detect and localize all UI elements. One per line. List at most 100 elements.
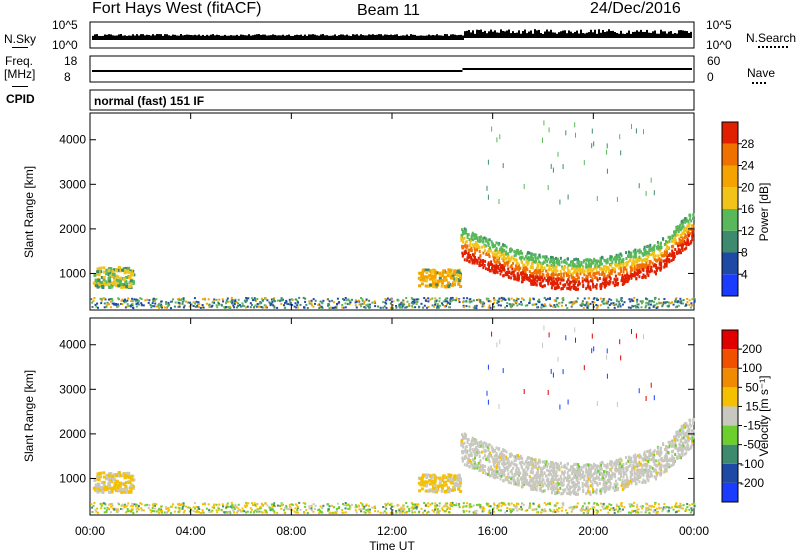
heatmap-cell [679, 301, 682, 304]
nsky-mark [420, 35, 422, 40]
heatmap-cell [610, 258, 613, 262]
heatmap-cell [480, 507, 483, 510]
heatmap-cell [112, 477, 115, 481]
heatmap-cell [437, 511, 440, 514]
heatmap-cell [620, 459, 623, 463]
heatmap-cell [95, 489, 98, 493]
heatmap-cell [428, 274, 432, 277]
heatmap-cell [632, 258, 635, 262]
heatmap-cell [603, 258, 606, 262]
heatmap-cell [514, 505, 517, 508]
heatmap-cell [636, 508, 639, 511]
heatmap-cell [212, 299, 215, 302]
heatmap-cell [176, 298, 179, 301]
heatmap-cell [561, 287, 564, 290]
heatmap-cell [633, 270, 636, 274]
heatmap-cell [399, 306, 401, 309]
heatmap-cell [420, 480, 424, 484]
heatmap-cell [585, 276, 588, 280]
heatmap-cell [682, 243, 685, 247]
heatmap-cell [595, 259, 598, 263]
heatmap-cell [596, 278, 599, 282]
nsky-mark [422, 35, 424, 40]
nsky-mark [382, 35, 384, 40]
heatmap-cell [678, 250, 681, 254]
heatmap-cell [266, 504, 269, 507]
heatmap-cell [115, 474, 118, 478]
nsky-mark [222, 35, 224, 40]
heatmap-cell [612, 303, 615, 306]
heatmap-cell [509, 258, 512, 262]
heatmap-cell [633, 274, 636, 278]
heatmap-cell [680, 251, 682, 255]
heatmap-cell [239, 304, 241, 307]
heatmap-cell [253, 502, 256, 505]
heatmap-cell [438, 481, 442, 485]
heatmap-cell [475, 509, 478, 512]
heatmap-cell [543, 303, 546, 306]
heatmap-cell [116, 281, 120, 285]
heatmap-cell [683, 247, 686, 251]
heatmap-cell [458, 301, 461, 304]
heatmap-cell [595, 286, 598, 290]
nsky-mark [616, 32, 618, 38]
heatmap-cell [557, 510, 560, 513]
heatmap-cell [124, 481, 128, 485]
nsky-mark [642, 31, 644, 38]
heatmap-cell [570, 276, 573, 280]
heatmap-cell [681, 223, 684, 227]
heatmap-cell [479, 299, 482, 301]
heatmap-cell [171, 505, 173, 508]
heatmap-cell [549, 298, 551, 300]
heatmap-cell [556, 259, 559, 263]
heatmap-cell [453, 283, 456, 287]
heatmap-cell [229, 300, 232, 303]
heatmap-cell [438, 271, 442, 275]
heatmap-cell [690, 219, 693, 223]
heatmap-cell [686, 219, 689, 223]
heatmap-cell [625, 276, 627, 280]
heatmap-cell [249, 302, 252, 305]
nsky-mark [230, 35, 232, 40]
heatmap-cell [487, 306, 490, 309]
heatmap-cell [539, 267, 542, 271]
heatmap-cell [234, 300, 237, 302]
heatmap-cell [462, 306, 465, 309]
heatmap-cell [610, 507, 613, 510]
heatmap-cell [599, 287, 602, 291]
heatmap-cell [470, 238, 473, 242]
heatmap-cell [434, 303, 437, 306]
heatmap-cell [506, 304, 508, 307]
heatmap-cell [475, 304, 478, 307]
heatmap-cell [322, 299, 325, 302]
heatmap-cell [115, 509, 118, 511]
nsky-mark [316, 35, 318, 40]
heatmap-cell [420, 302, 423, 305]
nsky-mark [594, 29, 596, 38]
heatmap-cell [602, 298, 605, 300]
heatmap-cell [478, 441, 481, 444]
heatmap-cell [135, 305, 138, 308]
nsky-mark [238, 35, 240, 40]
heatmap-cell [497, 472, 500, 476]
nsky-mark [438, 35, 440, 40]
heatmap-cell [303, 511, 306, 514]
heatmap-cell [312, 298, 315, 301]
nsky-mark [554, 32, 556, 38]
heatmap-cell [515, 261, 518, 265]
heatmap-cell [644, 275, 647, 279]
heatmap-cell [440, 489, 444, 493]
heatmap-cell [489, 249, 492, 253]
heatmap-cell [595, 475, 598, 479]
heatmap-cell [462, 445, 465, 449]
heatmap-cell [358, 303, 361, 306]
heatmap-cell [99, 283, 103, 286]
heatmap-cell [657, 247, 660, 251]
heatmap-cell [684, 233, 687, 237]
heatmap-cell [455, 483, 459, 487]
heatmap-cell [581, 505, 584, 508]
heatmap-cell [509, 510, 512, 513]
heatmap-cell [606, 302, 609, 305]
heatmap-cell [511, 453, 513, 457]
